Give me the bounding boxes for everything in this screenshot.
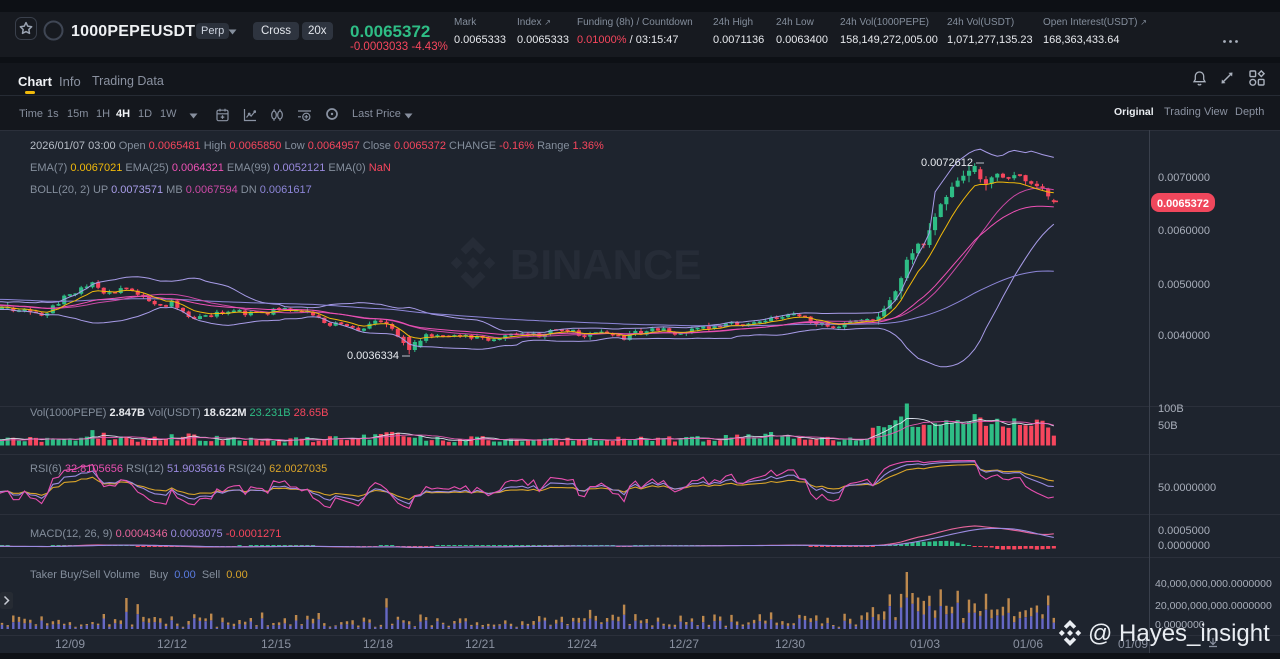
svg-text:0.0040000: 0.0040000	[1158, 330, 1210, 342]
svg-text:2026/01/07 03:00 Open 0.00654: 2026/01/07 03:00 Open 0.0065481 High 0.0…	[30, 140, 604, 152]
svg-text:100B: 100B	[1158, 403, 1184, 415]
svg-text:0.0065372: 0.0065372	[1157, 198, 1209, 210]
svg-text:0.0005000: 0.0005000	[1158, 525, 1210, 537]
svg-text:12/15: 12/15	[261, 637, 291, 651]
svg-text:20,000,000,000.0000000: 20,000,000,000.0000000	[1155, 600, 1272, 612]
svg-text:12/09: 12/09	[55, 637, 85, 651]
svg-text:12/18: 12/18	[363, 637, 393, 651]
svg-text:01/03: 01/03	[910, 637, 940, 651]
svg-text:12/24: 12/24	[567, 637, 597, 651]
svg-text:0.0000000: 0.0000000	[1158, 540, 1210, 552]
svg-text:EMA(7) 0.0067021 EMA(25) 0.00: EMA(7) 0.0067021 EMA(25) 0.0064321 EMA(9…	[30, 162, 391, 174]
svg-text:12/27: 12/27	[669, 637, 699, 651]
svg-text:12/12: 12/12	[157, 637, 187, 651]
svg-text:RSI(6) 32.8105656 RSI(12) 51.: RSI(6) 32.8105656 RSI(12) 51.9035616 RSI…	[30, 463, 327, 475]
svg-text:40,000,000,000.0000000: 40,000,000,000.0000000	[1155, 578, 1272, 590]
svg-text:50.0000000: 50.0000000	[1158, 482, 1216, 494]
svg-text:01/09: 01/09	[1118, 637, 1148, 651]
svg-text:0.0000000: 0.0000000	[1155, 619, 1205, 631]
svg-text:BOLL(20, 2) UP 0.0073571 MB: BOLL(20, 2) UP 0.0073571 MB 0.0067594 DN…	[30, 184, 312, 196]
svg-text:12/30: 12/30	[775, 637, 805, 651]
svg-text:MACD(12, 26, 9) 0.0004346 0.0: MACD(12, 26, 9) 0.0004346 0.0003075 -0.0…	[30, 528, 281, 540]
svg-text:0.0050000: 0.0050000	[1158, 279, 1210, 291]
svg-text:50B: 50B	[1158, 420, 1178, 432]
svg-text:Vol(1000PEPE) 2.847B Vol(USDT: Vol(1000PEPE) 2.847B Vol(USDT) 18.622M 2…	[30, 407, 328, 419]
svg-text:Taker Buy/Sell Volume Buy 0: Taker Buy/Sell Volume Buy 0.00 Sell 0.00	[30, 569, 248, 581]
svg-text:0.0072612: 0.0072612	[921, 157, 973, 169]
svg-text:@ Hayes_insight: @ Hayes_insight	[1088, 620, 1270, 647]
svg-text:0.0036334: 0.0036334	[347, 350, 399, 362]
svg-text:BINANCE: BINANCE	[510, 241, 701, 288]
svg-text:0.0070000: 0.0070000	[1158, 172, 1210, 184]
svg-text:0.0060000: 0.0060000	[1158, 225, 1210, 237]
svg-text:01/06: 01/06	[1013, 637, 1043, 651]
svg-text:12/21: 12/21	[465, 637, 495, 651]
